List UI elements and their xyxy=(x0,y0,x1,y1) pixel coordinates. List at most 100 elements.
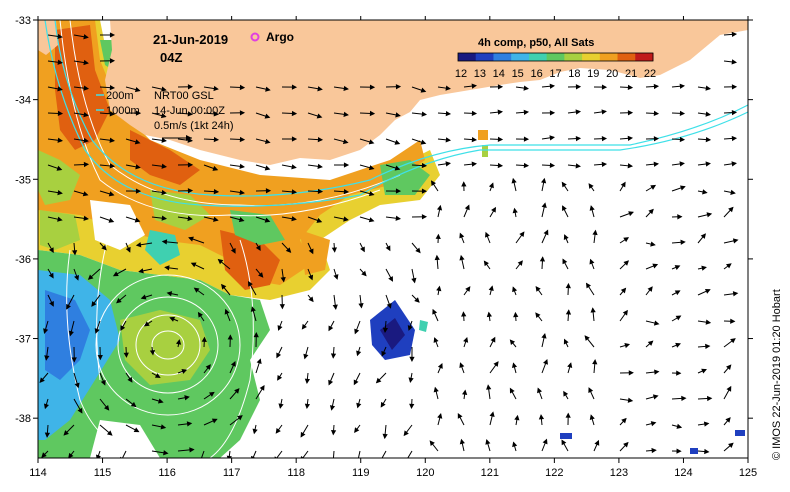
current-vector-head xyxy=(71,250,78,256)
current-vector-head xyxy=(731,109,738,116)
current-vector-head xyxy=(209,391,215,397)
current-vector-head xyxy=(308,274,314,281)
current-vector-head xyxy=(161,163,167,169)
current-vector-head xyxy=(589,414,595,420)
current-vector-head xyxy=(705,111,711,117)
current-vector-head xyxy=(258,272,264,278)
current-vector-head xyxy=(109,137,115,143)
colorbar-tick-label: 20 xyxy=(606,68,618,80)
current-vector-head xyxy=(395,84,402,90)
current-vector xyxy=(302,450,309,458)
current-vector-head xyxy=(512,441,518,448)
current-vector-head xyxy=(388,276,393,282)
current-vector-head xyxy=(238,217,245,223)
current-vector-head xyxy=(275,427,281,434)
current-vector-head xyxy=(250,306,256,312)
current-vector-head xyxy=(653,83,660,90)
colorbar-tick-label: 14 xyxy=(493,68,505,80)
current-vector-head xyxy=(537,387,543,394)
current-vector-head xyxy=(304,403,311,410)
current-vector-head xyxy=(134,87,141,93)
current-vector-head xyxy=(567,362,573,368)
current-vector-head xyxy=(541,202,547,208)
current-vector-head xyxy=(161,215,167,221)
current-vector-head xyxy=(421,162,428,169)
current-vector-head xyxy=(328,325,334,332)
current-vector-head xyxy=(247,280,253,287)
current-vector-head xyxy=(329,405,336,411)
current-vector-head xyxy=(623,441,629,448)
current-vector-head xyxy=(48,247,54,254)
current-vector-head xyxy=(403,430,409,437)
current-vector-head xyxy=(497,162,504,169)
current-vector-head xyxy=(647,286,653,292)
current-vector-head xyxy=(237,415,243,421)
y-tick-label: -36 xyxy=(15,254,31,266)
current-vector-head xyxy=(66,303,71,310)
current-vector-head xyxy=(386,302,392,309)
current-vector-head xyxy=(71,357,77,363)
current-vector-head xyxy=(285,247,292,253)
x-tick-label: 120 xyxy=(416,467,434,479)
current-vector-head xyxy=(354,328,360,335)
current-vector-head xyxy=(255,245,261,251)
current-vector-head xyxy=(343,85,349,92)
current-vector-head xyxy=(565,412,571,418)
current-vector-head xyxy=(471,110,478,116)
current-vector-head xyxy=(523,109,530,115)
current-vector-head xyxy=(519,231,525,238)
current-vector-head xyxy=(213,216,219,222)
current-vector-head xyxy=(39,377,45,383)
current-vector-head xyxy=(702,189,708,195)
current-vector-head xyxy=(731,161,737,167)
current-vector-head xyxy=(488,285,494,292)
current-vector-head xyxy=(108,217,115,223)
current-vector-head xyxy=(409,356,415,362)
current-vector-head xyxy=(135,110,142,116)
current-vector-head xyxy=(590,307,596,313)
current-vector-head xyxy=(674,265,681,270)
current-vector-head xyxy=(213,111,220,117)
current-vector-head xyxy=(291,216,297,222)
current-vector-head xyxy=(239,163,245,169)
current-vector-head xyxy=(181,368,188,374)
current-vector-head xyxy=(291,164,297,170)
current-vector-head xyxy=(728,206,734,213)
current-vector-head xyxy=(511,362,518,369)
current-vector-head xyxy=(332,304,338,310)
current-vector-head xyxy=(317,163,323,169)
colorbar-tick-label: 16 xyxy=(530,68,542,80)
current-vector-head xyxy=(356,460,360,464)
x-tick-label: 122 xyxy=(545,467,563,479)
colorbar-tick-label: 15 xyxy=(512,68,524,80)
time-label: 04Z xyxy=(160,50,182,65)
current-vector-head xyxy=(675,315,682,321)
current-vector-head xyxy=(680,185,686,191)
current-vector-head xyxy=(561,181,567,188)
current-vector-head xyxy=(112,271,119,277)
current-vector-head xyxy=(463,336,469,343)
current-vector-head xyxy=(343,216,349,222)
current-vector-head xyxy=(497,109,504,115)
current-vector-head xyxy=(725,417,731,423)
current-vector-head xyxy=(433,386,439,393)
current-vector-head xyxy=(731,135,738,142)
current-vector-head xyxy=(592,359,598,365)
current-vector-head xyxy=(437,413,443,419)
x-tick-label: 119 xyxy=(352,467,370,479)
current-vector xyxy=(228,450,231,458)
current-vector-head xyxy=(49,300,54,307)
current-vector-head xyxy=(539,256,546,262)
current-vector-head xyxy=(523,162,530,169)
current-vector-head xyxy=(731,31,738,38)
altimetry-label: NRT00 GSL xyxy=(154,90,214,102)
current-vector-head xyxy=(462,389,468,396)
current-vector-head xyxy=(486,384,492,390)
current-vector-head xyxy=(316,217,323,223)
current-vector-head xyxy=(726,385,732,392)
current-vector-head xyxy=(379,459,382,463)
current-vector-head xyxy=(465,286,471,292)
current-vector-head xyxy=(230,247,236,254)
current-vector-head xyxy=(301,323,307,330)
current-vector-head xyxy=(333,274,339,280)
